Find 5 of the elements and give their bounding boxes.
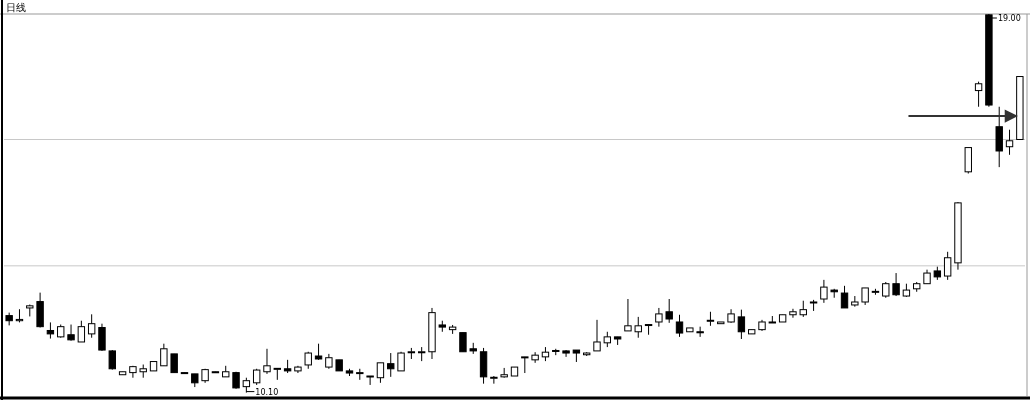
title: 日线 [6,2,26,13]
annotation: 19.00 [988,14,1021,23]
annotation: 10.10 [245,387,279,397]
annotation: 19.00 [997,14,1021,23]
annotation: 10.10 [255,387,279,397]
